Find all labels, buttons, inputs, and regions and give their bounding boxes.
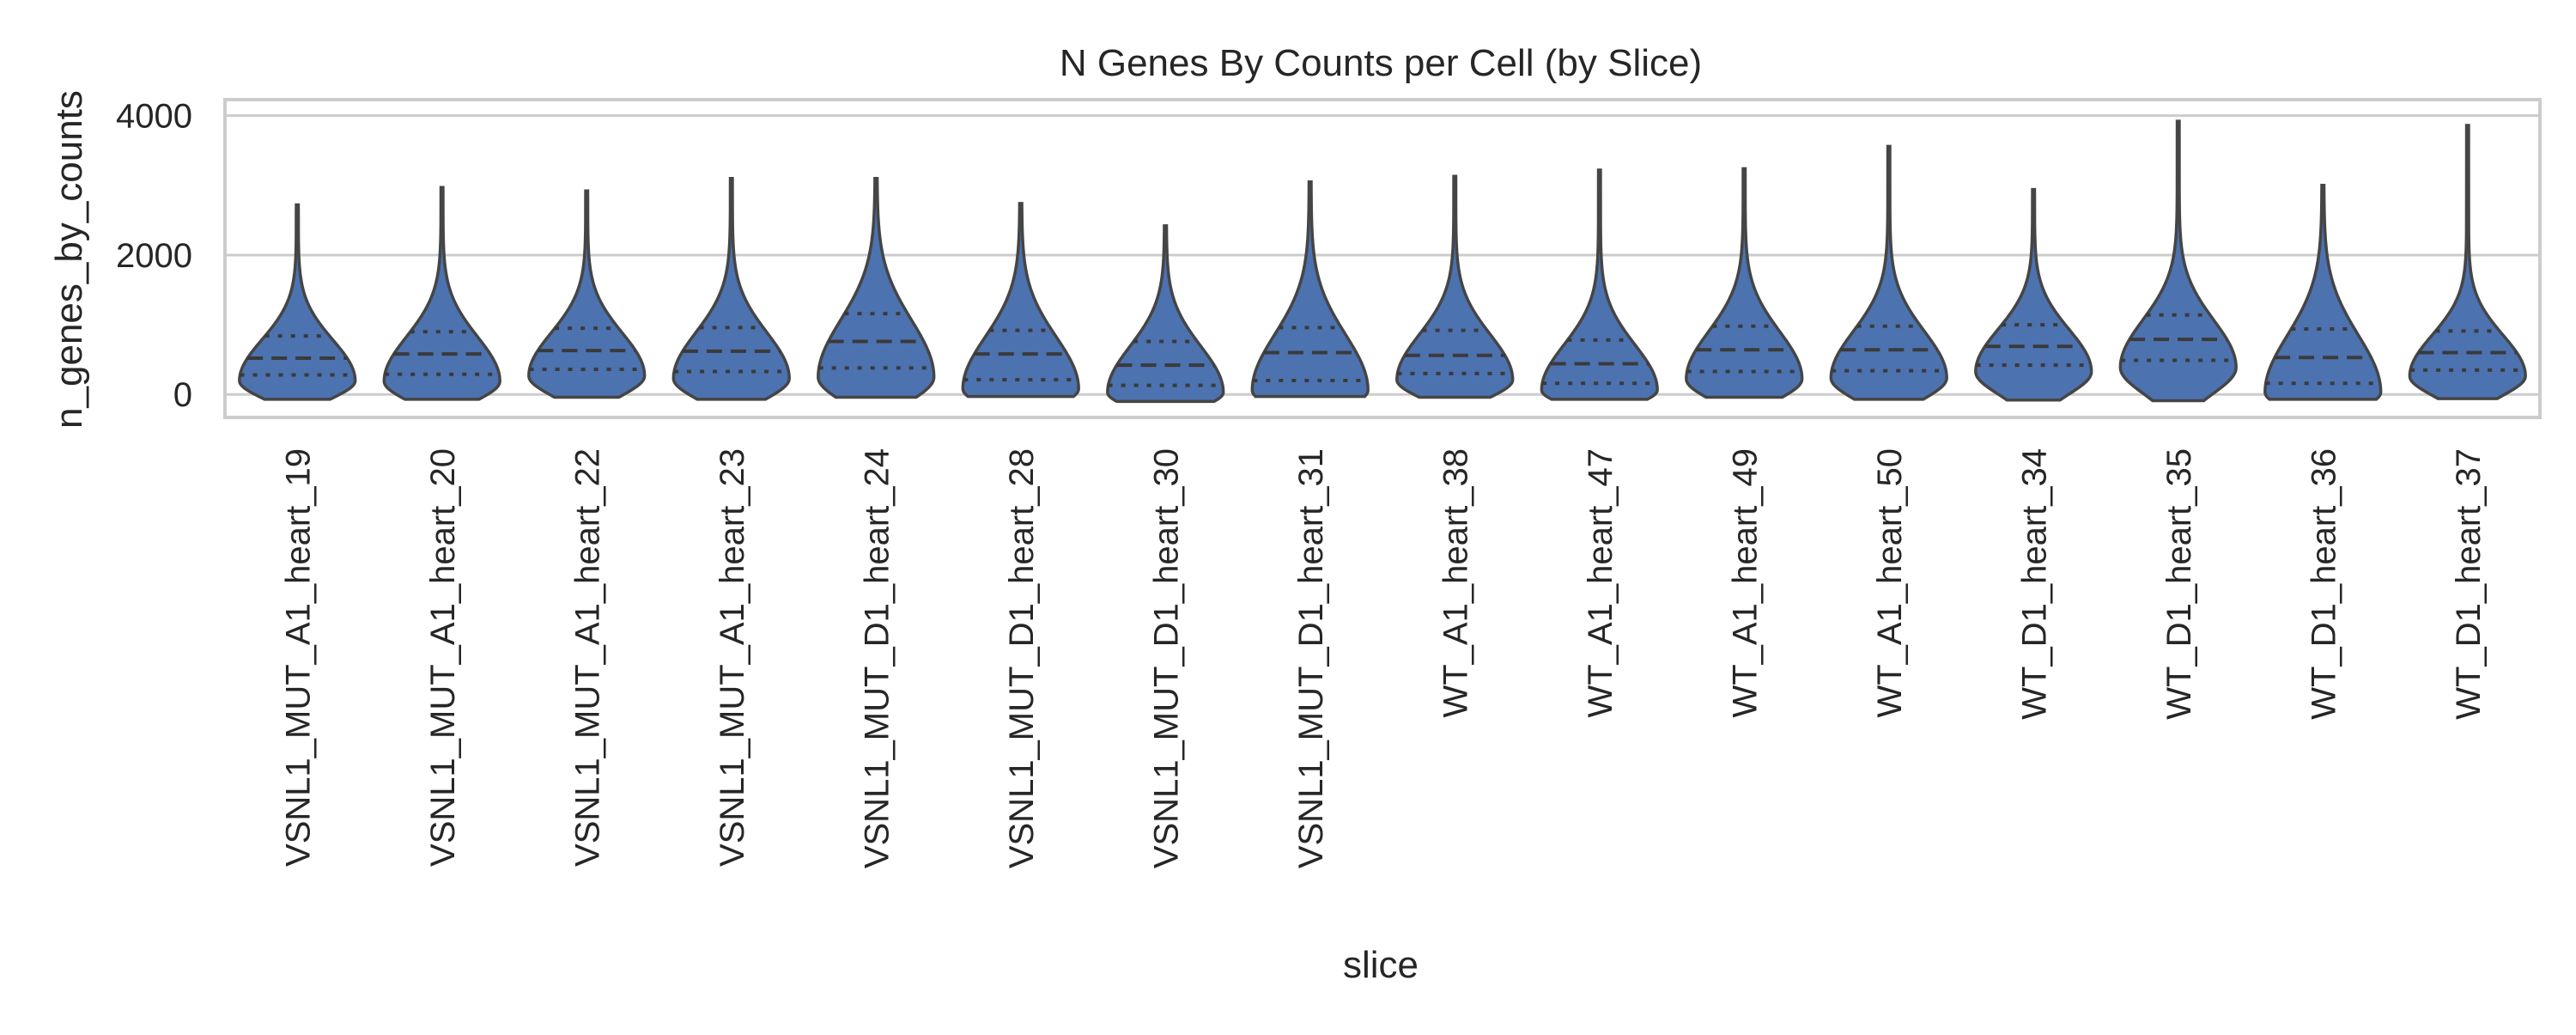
- x-tick-label: WT_D1_heart_34: [2015, 448, 2053, 720]
- violin: [961, 202, 1080, 399]
- x-tick-label: VSNL1_MUT_A1_heart_23: [714, 448, 751, 867]
- x-tick-label: VSNL1_MUT_D1_heart_31: [1292, 448, 1330, 868]
- plot-frame: [223, 98, 2542, 419]
- x-tick-label: VSNL1_MUT_D1_heart_24: [858, 448, 896, 868]
- violin: [1829, 144, 1948, 401]
- x-tick-label: VSNL1_MUT_D1_heart_30: [1147, 448, 1185, 868]
- violin: [2118, 119, 2238, 403]
- violin: [1395, 174, 1515, 399]
- x-tick-label: WT_D1_heart_36: [2305, 448, 2342, 720]
- y-tick-label: 2000: [116, 237, 192, 275]
- x-tick-label: WT_A1_heart_38: [1437, 448, 1474, 718]
- x-axis-label: slice: [1343, 944, 1419, 986]
- x-tick-label: WT_A1_heart_47: [1582, 448, 1619, 718]
- violin: [527, 189, 647, 399]
- violin: [1540, 168, 1659, 401]
- violin: [1685, 167, 1804, 399]
- x-tick-label: VSNL1_MUT_A1_heart_20: [424, 448, 462, 867]
- y-ticks: 0 2000 4000: [116, 98, 192, 415]
- x-ticks: VSNL1_MUT_A1_heart_19 VSNL1_MUT_A1_heart_…: [279, 448, 2488, 868]
- x-tick-label: WT_D1_heart_37: [2450, 448, 2488, 720]
- violins: [238, 119, 2527, 404]
- violin: [1250, 180, 1370, 399]
- y-tick-label: 4000: [116, 98, 192, 136]
- x-tick-label: WT_D1_heart_35: [2160, 448, 2198, 720]
- x-tick-label: WT_A1_heart_49: [1726, 448, 1764, 718]
- x-tick-label: VSNL1_MUT_D1_heart_28: [1003, 448, 1041, 868]
- violin: [2263, 184, 2383, 401]
- violin: [671, 176, 791, 401]
- chart-title: N Genes By Counts per Cell (by Slice): [1060, 42, 1702, 84]
- violin: [2408, 124, 2527, 400]
- y-axis-label: n_genes_by_counts: [48, 90, 90, 429]
- x-tick-label: WT_A1_heart_50: [1871, 448, 1909, 718]
- y-tick-label: 0: [173, 376, 192, 414]
- violin: [238, 203, 357, 401]
- x-tick-label: VSNL1_MUT_A1_heart_19: [279, 448, 317, 867]
- violin: [382, 186, 501, 401]
- violin: [1106, 224, 1225, 404]
- violin: [817, 176, 936, 399]
- x-tick-label: VSNL1_MUT_A1_heart_22: [568, 448, 606, 867]
- violin: [1974, 187, 2093, 402]
